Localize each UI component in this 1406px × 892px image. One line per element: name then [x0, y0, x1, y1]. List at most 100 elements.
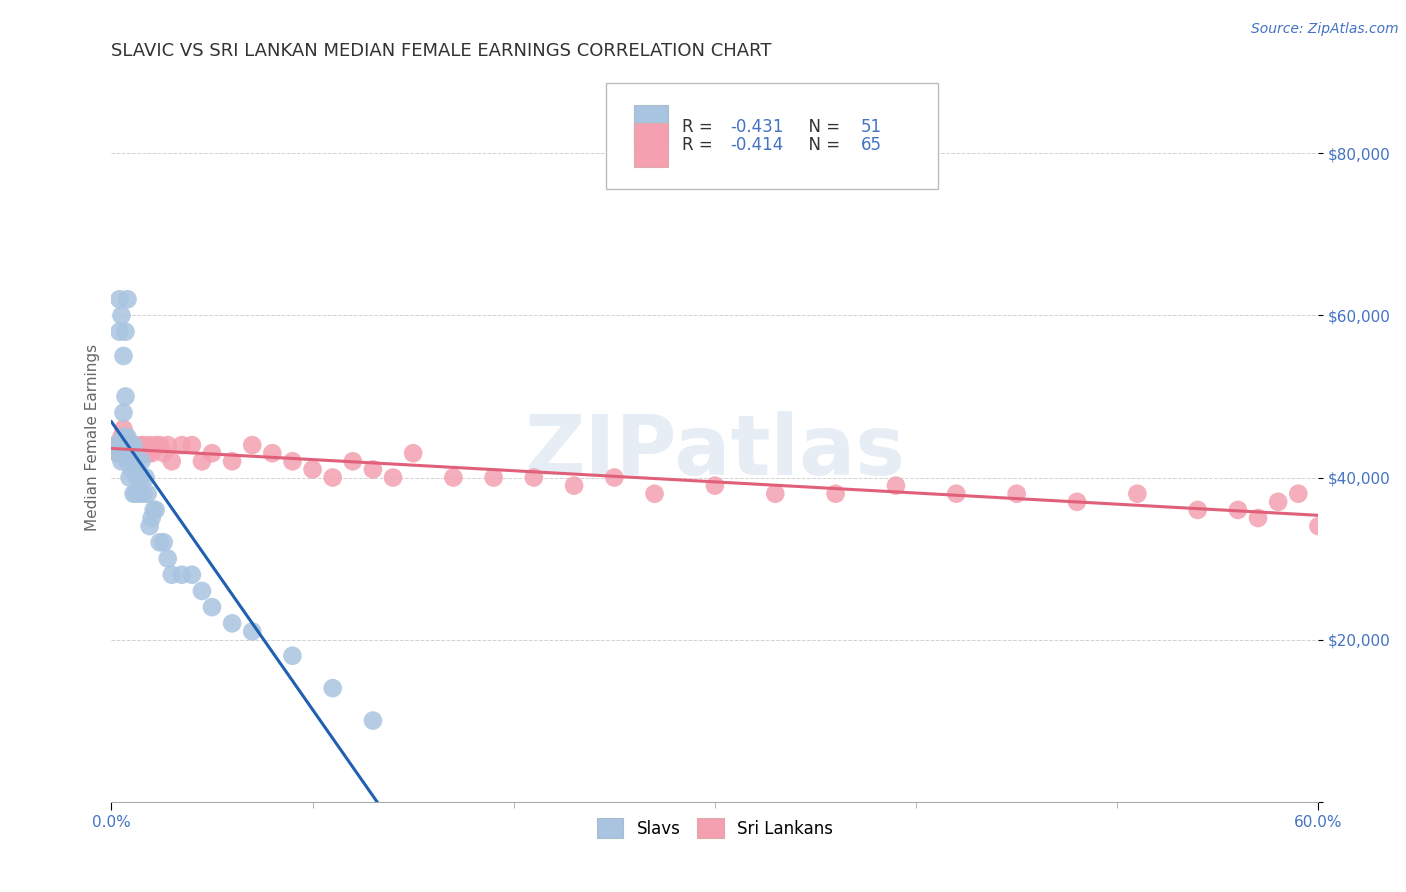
Point	[131, 470, 153, 484]
Text: SLAVIC VS SRI LANKAN MEDIAN FEMALE EARNINGS CORRELATION CHART: SLAVIC VS SRI LANKAN MEDIAN FEMALE EARNI…	[111, 42, 772, 60]
Point	[644, 486, 666, 500]
Point	[122, 454, 145, 468]
Point	[118, 470, 141, 484]
FancyBboxPatch shape	[634, 123, 668, 167]
Point	[121, 438, 143, 452]
Point	[1126, 486, 1149, 500]
Point	[127, 454, 149, 468]
Point	[117, 446, 139, 460]
Point	[382, 470, 405, 484]
Point	[240, 624, 263, 639]
Point	[191, 454, 214, 468]
Point	[160, 454, 183, 468]
Point	[138, 519, 160, 533]
Point	[149, 438, 172, 452]
Point	[121, 446, 143, 460]
Point	[1267, 495, 1289, 509]
Text: N =: N =	[799, 118, 845, 136]
Point	[156, 438, 179, 452]
Point	[603, 470, 626, 484]
Point	[201, 600, 224, 615]
Point	[180, 567, 202, 582]
Point	[112, 406, 135, 420]
Point	[114, 430, 136, 444]
Point	[142, 503, 165, 517]
Point	[107, 446, 129, 460]
Point	[138, 438, 160, 452]
Point	[136, 486, 159, 500]
Point	[945, 486, 967, 500]
Point	[118, 446, 141, 460]
Point	[104, 438, 127, 452]
Text: -0.431: -0.431	[731, 118, 785, 136]
Point	[110, 446, 132, 460]
Point	[361, 462, 384, 476]
Point	[160, 567, 183, 582]
Point	[1066, 495, 1088, 509]
Point	[1187, 503, 1209, 517]
Text: Source: ZipAtlas.com: Source: ZipAtlas.com	[1251, 22, 1399, 37]
Point	[117, 454, 139, 468]
Point	[281, 648, 304, 663]
Point	[145, 503, 167, 517]
Point	[402, 446, 425, 460]
Text: R =: R =	[682, 118, 718, 136]
Point	[131, 438, 153, 452]
Legend: Slavs, Sri Lankans: Slavs, Sri Lankans	[591, 812, 839, 845]
Point	[132, 438, 155, 452]
Point	[132, 486, 155, 500]
Point	[121, 462, 143, 476]
Point	[322, 681, 344, 695]
Point	[152, 446, 174, 460]
Text: N =: N =	[799, 136, 845, 154]
Point	[180, 438, 202, 452]
FancyBboxPatch shape	[606, 83, 938, 189]
Point	[117, 430, 139, 444]
Point	[108, 438, 131, 452]
Point	[141, 511, 163, 525]
Point	[136, 446, 159, 460]
Point	[135, 446, 157, 460]
Point	[114, 438, 136, 452]
Point	[131, 454, 153, 468]
Point	[118, 438, 141, 452]
Point	[112, 422, 135, 436]
Point	[884, 478, 907, 492]
Point	[703, 478, 725, 492]
Point	[118, 438, 141, 452]
Point	[112, 349, 135, 363]
Point	[191, 583, 214, 598]
Point	[122, 486, 145, 500]
Text: R =: R =	[682, 136, 718, 154]
Text: ZIPatlas: ZIPatlas	[524, 411, 905, 492]
Point	[149, 535, 172, 549]
Point	[128, 446, 150, 460]
Point	[170, 438, 193, 452]
Text: -0.414: -0.414	[731, 136, 785, 154]
Text: 65: 65	[860, 136, 882, 154]
Point	[124, 486, 146, 500]
Point	[342, 454, 364, 468]
Point	[1308, 519, 1330, 533]
Point	[141, 446, 163, 460]
Point	[221, 616, 243, 631]
Point	[107, 446, 129, 460]
Point	[1247, 511, 1270, 525]
Point	[1286, 486, 1309, 500]
Point	[114, 446, 136, 460]
Point	[108, 325, 131, 339]
Point	[482, 470, 505, 484]
Point	[221, 454, 243, 468]
Point	[562, 478, 585, 492]
Y-axis label: Median Female Earnings: Median Female Earnings	[86, 343, 100, 531]
Point	[112, 438, 135, 452]
Point	[122, 438, 145, 452]
Point	[301, 462, 323, 476]
Point	[523, 470, 546, 484]
Point	[1226, 503, 1249, 517]
Point	[128, 486, 150, 500]
Point	[322, 470, 344, 484]
Point	[104, 438, 127, 452]
Point	[117, 293, 139, 307]
Point	[114, 389, 136, 403]
